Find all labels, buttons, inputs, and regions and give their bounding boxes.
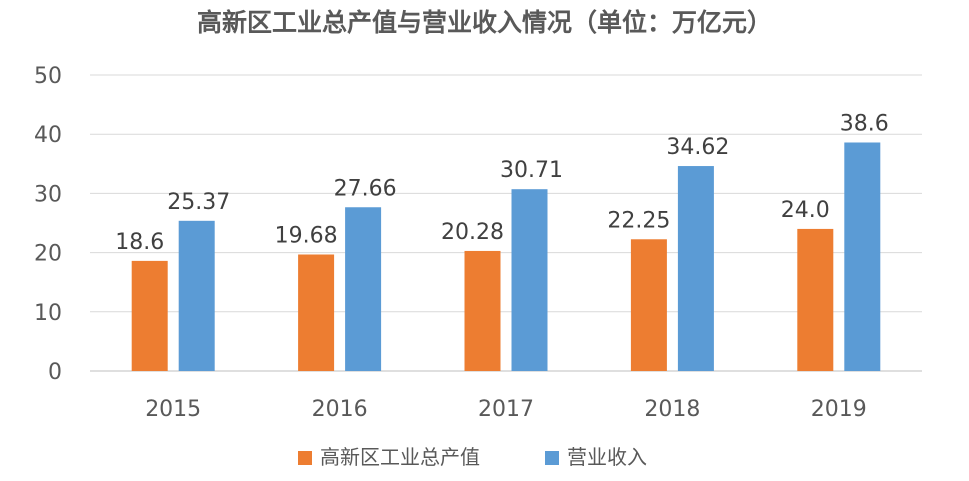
x-tick-label: 2016 (312, 397, 368, 422)
bars (131, 142, 881, 371)
y-tick-label: 50 (34, 64, 62, 89)
y-tick-label: 10 (34, 301, 62, 326)
data-label: 20.28 (441, 220, 504, 245)
data-label: 34.62 (666, 135, 729, 160)
legend-label: 营业收入 (567, 445, 647, 469)
bar-revenue (345, 207, 382, 371)
legend: 高新区工业总产值 营业收入 (298, 445, 647, 469)
legend-item: 高新区工业总产值 (298, 445, 480, 469)
data-labels: 18.625.37 19.68 27.66 20.28 30.71 22.25 34.62 2… (115, 111, 889, 254)
data-label: 30.71 (500, 158, 563, 183)
bar-output (630, 239, 667, 371)
legend-swatch (545, 451, 559, 465)
bar-output (797, 228, 834, 371)
y-tick-label: 0 (48, 360, 62, 385)
legend-label: 高新区工业总产值 (320, 445, 480, 469)
x-tick-label: 2015 (145, 397, 201, 422)
y-tick-label: 30 (34, 182, 62, 207)
bar-revenue (511, 189, 548, 371)
x-axis-ticks: 2015 2016 2017 2018 2019 (145, 397, 867, 422)
legend-item: 营业收入 (545, 445, 647, 469)
x-tick-label: 2017 (478, 397, 534, 422)
data-label: 25.37 (167, 190, 230, 215)
y-tick-label: 40 (34, 123, 62, 148)
chart-title: 高新区工业总产值与营业收入情况（单位：万亿元） (197, 8, 772, 37)
bar-output (131, 260, 168, 371)
data-label: 24.0 (781, 198, 830, 223)
y-axis-ticks: 0 10 20 30 40 50 (34, 64, 62, 385)
legend-swatch (298, 451, 312, 465)
data-label: 22.25 (607, 208, 670, 233)
data-label: 18.6 (115, 230, 164, 255)
data-label: 27.66 (334, 176, 397, 201)
bar-revenue (844, 142, 881, 371)
x-tick-label: 2018 (644, 397, 700, 422)
data-label: 38.6 (840, 111, 889, 136)
bar-revenue (178, 220, 215, 371)
gridlines (90, 74, 922, 372)
bar-revenue (677, 166, 714, 371)
x-tick-label: 2019 (811, 397, 867, 422)
bar-output (464, 250, 501, 371)
bar-output (298, 254, 335, 371)
data-label: 19.68 (275, 223, 338, 248)
y-tick-label: 20 (34, 242, 62, 267)
